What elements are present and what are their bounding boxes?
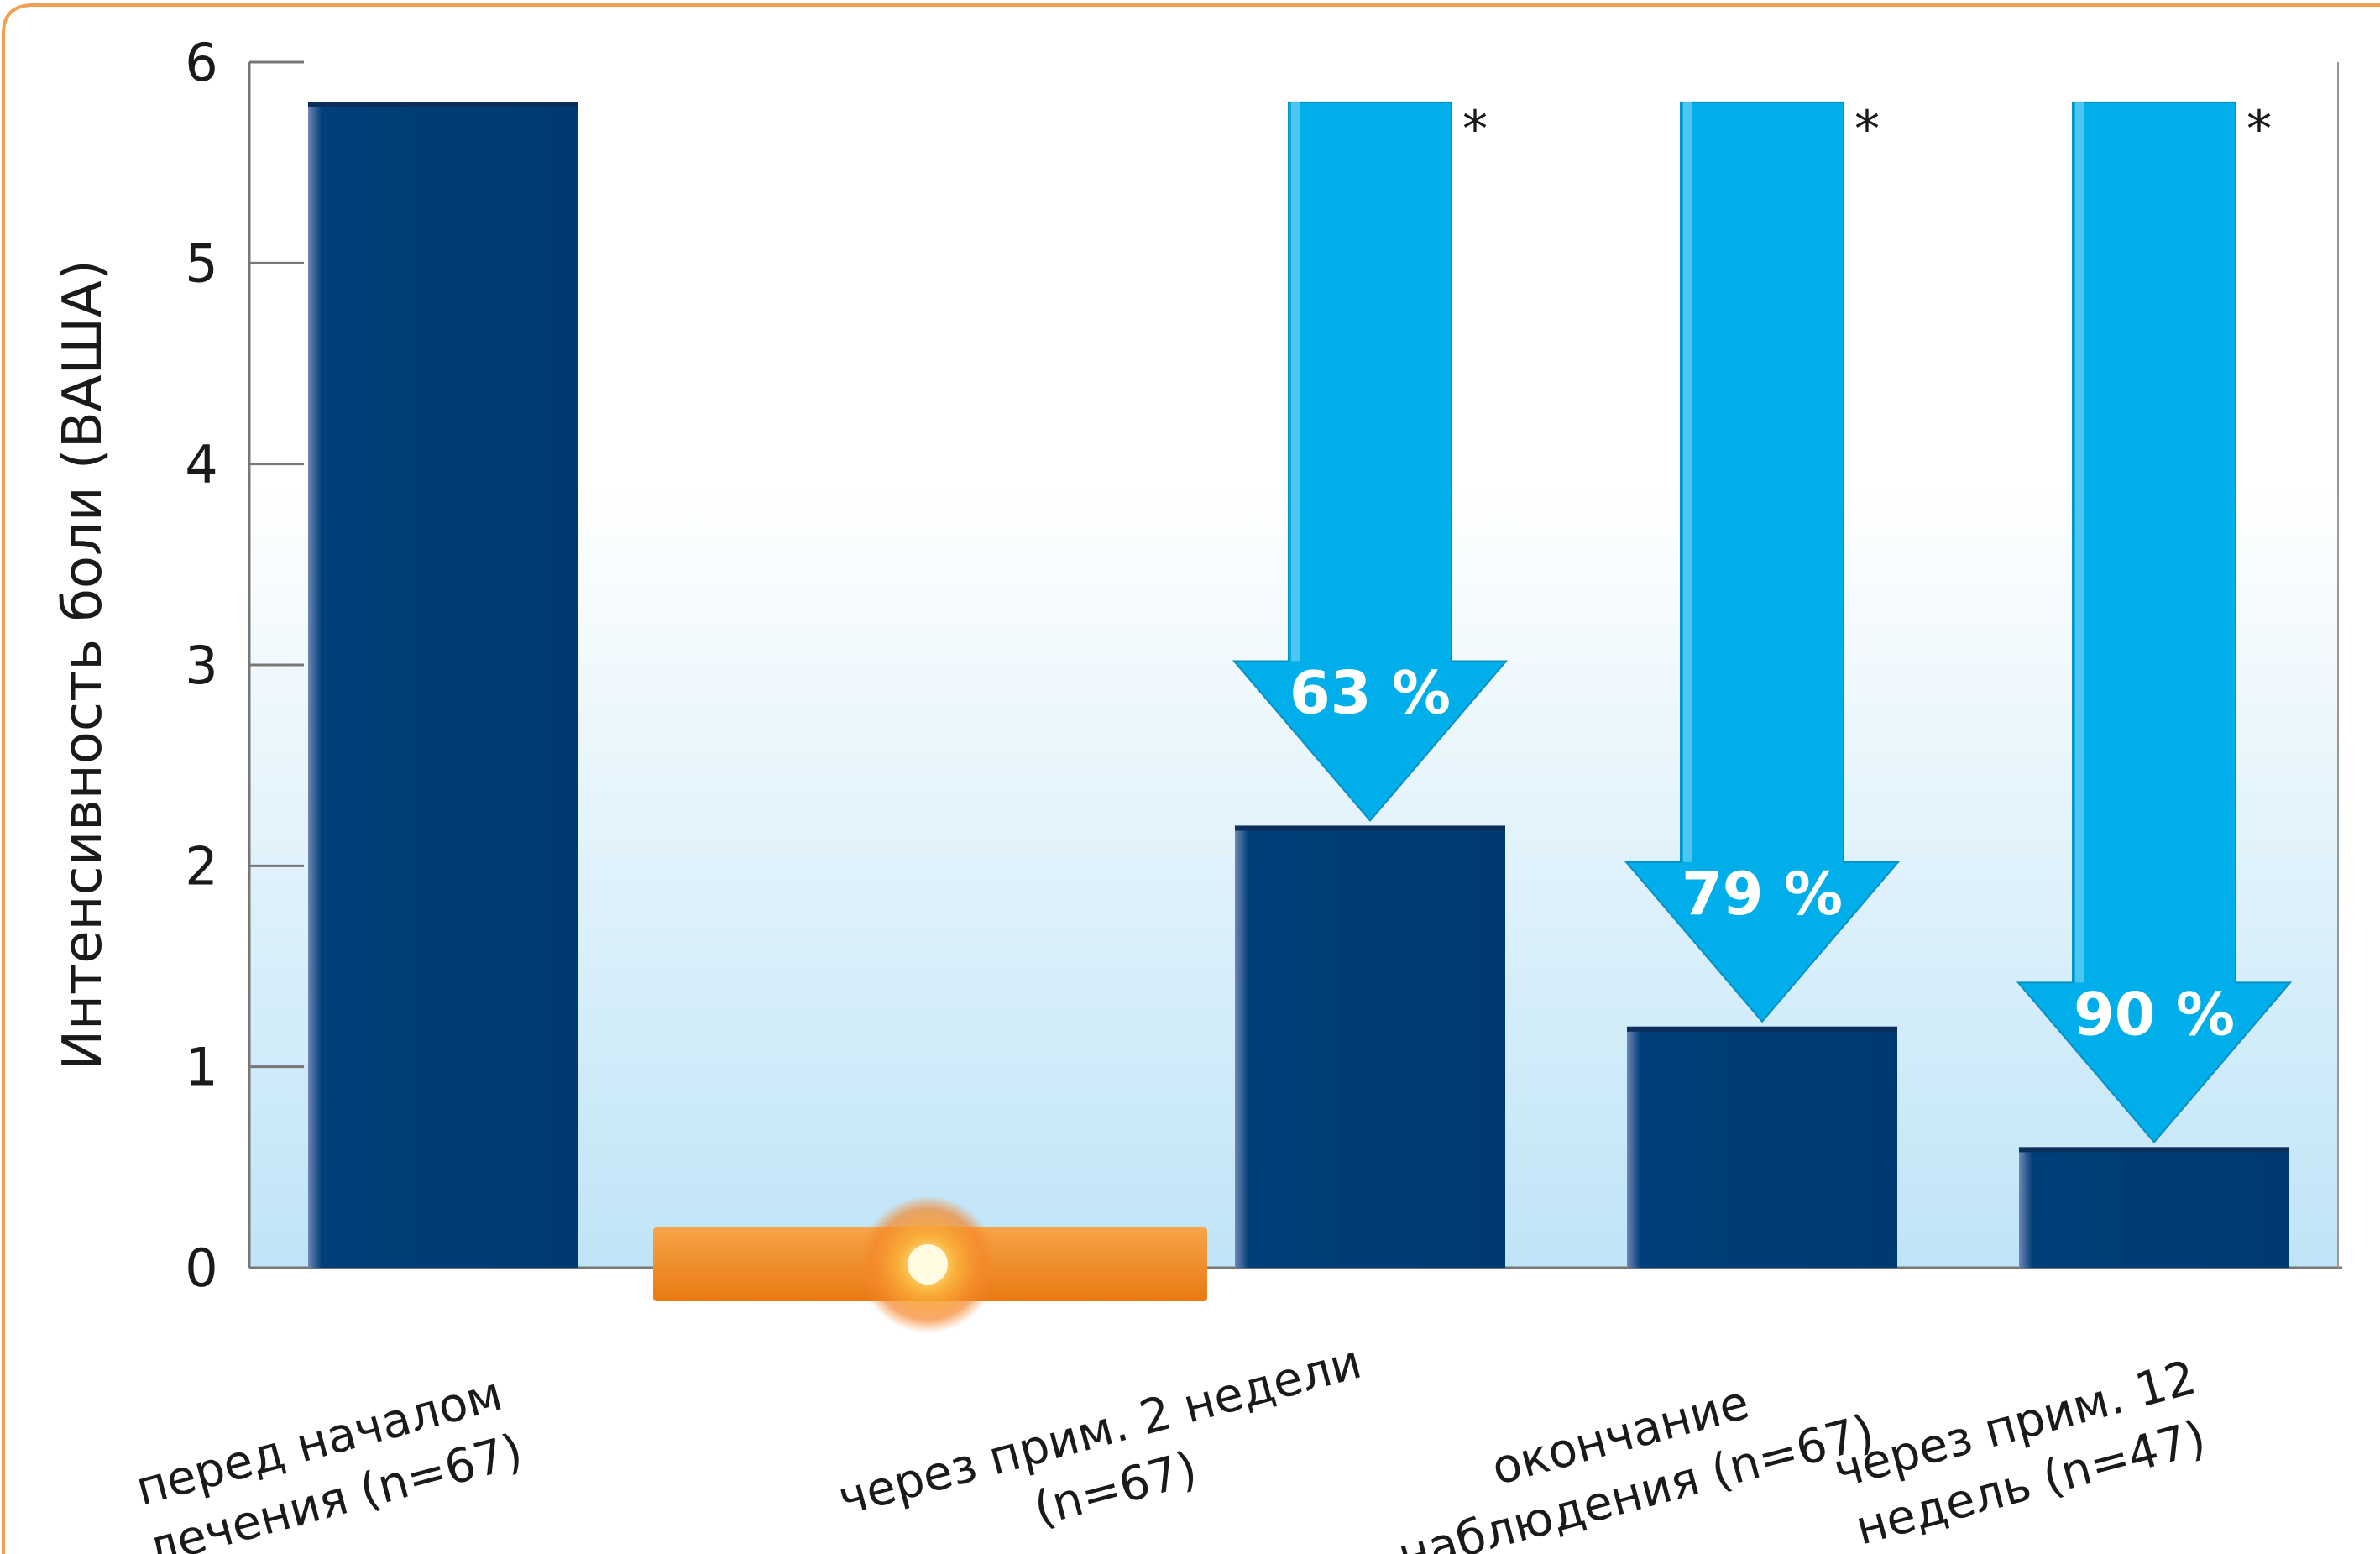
reduction-arrows: 63 % * 79 % * 90 % *: [1232, 100, 2293, 1143]
bar-top-edge: [2019, 1147, 2289, 1153]
reduction-percent-label: 90 %: [2074, 980, 2235, 1049]
significance-marker: *: [1462, 100, 1488, 159]
y-tick-label: 1: [185, 1037, 217, 1098]
reduction-arrow: 90 % *: [2016, 100, 2293, 1143]
y-tick-label: 4: [185, 434, 217, 495]
bars: [308, 102, 2289, 1268]
bar: [1235, 825, 1505, 1268]
y-tick-label: 5: [185, 233, 217, 294]
y-ticks: 0 1 2 3 4 5 6: [185, 32, 304, 1299]
arrow-shape: [1232, 101, 1509, 823]
y-axis-label: Интенсивность боли (ВАША): [52, 259, 114, 1070]
y-tick-label: 3: [185, 635, 217, 696]
reduction-percent-label: 63 %: [1289, 658, 1451, 727]
arrow-shape: [1624, 101, 1901, 1023]
sun-burst-core: [908, 1244, 948, 1285]
bar: [1627, 1026, 1897, 1268]
y-tick-label: 2: [185, 835, 217, 897]
treatment-period: [653, 1196, 1207, 1333]
reduction-arrow: 79 % *: [1624, 100, 1901, 1023]
category-label: через прим. 2 недели(n=67): [833, 1335, 1367, 1537]
bar-top-edge: [1235, 825, 1505, 831]
bar-top-edge: [1627, 1026, 1897, 1032]
bar: [2019, 1147, 2289, 1268]
chart-frame: [1, 3, 2380, 1554]
significance-marker: *: [2247, 100, 2272, 159]
significance-marker: *: [1854, 100, 1880, 159]
reduction-arrow: 63 % *: [1232, 100, 1509, 823]
reduction-percent-label: 79 %: [1682, 860, 1843, 929]
bar-top-edge: [308, 102, 578, 107]
y-tick-label: 6: [185, 32, 217, 93]
arrow-shape: [2016, 101, 2293, 1143]
y-tick-label: 0: [185, 1237, 217, 1299]
bar: [308, 102, 578, 1268]
